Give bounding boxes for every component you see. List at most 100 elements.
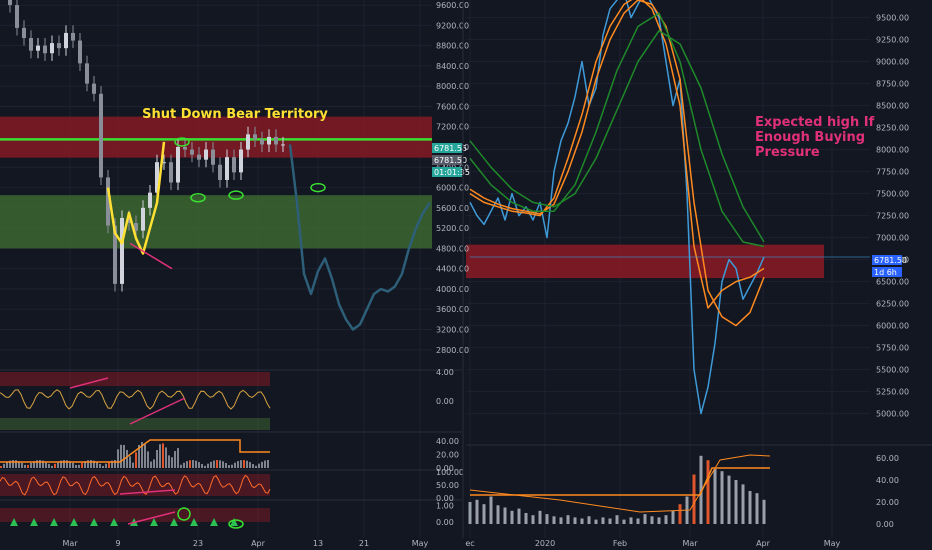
price-series: [8, 0, 870, 415]
x-tick-label-left: Apr: [251, 539, 266, 548]
y-tick-label-left: 4000.00: [436, 285, 469, 294]
annotation-right-line2: Enough Buying: [755, 130, 865, 145]
candle-body: [169, 162, 173, 183]
volume-bar-left: [39, 460, 41, 468]
price-zones: [0, 116, 824, 279]
candle-body: [183, 147, 187, 150]
volume-bar-left: [63, 460, 65, 468]
x-tick-label-left: 23: [193, 539, 203, 548]
y-tick-label-right: 6500.00: [876, 278, 909, 287]
volume-right-tick: 60.00: [876, 454, 899, 463]
price-axes: 9600.00 9200.00 8800.00 8400.00 8000.00 7600.…: [62, 1, 909, 548]
volume-bar-left: [60, 460, 62, 468]
osc-signal-triangle: [50, 518, 58, 526]
volume-pane-left-tick: 40.00: [436, 437, 459, 446]
volume-bar-right: [566, 515, 570, 524]
volume-bar-left: [96, 462, 98, 468]
volume-bar-left: [54, 463, 56, 468]
volume-bar-left: [21, 462, 23, 468]
price-badge-text-right: 6781.50: [874, 256, 907, 265]
osc-signal-triangle: [70, 518, 78, 526]
volume-bar-left: [174, 451, 176, 468]
osc-signal-triangle: [190, 518, 198, 526]
volume-bar-right: [713, 469, 717, 524]
stoch-line: [0, 474, 271, 496]
candle-body: [211, 149, 215, 165]
y-tick-label-left: 5600.00: [436, 204, 469, 213]
volume-bar-left: [108, 461, 110, 468]
osc-band: [0, 508, 270, 522]
volume-bar-right: [538, 510, 542, 524]
y-tick-label-right: 9500.00: [876, 14, 909, 23]
volume-bar-left: [219, 460, 221, 468]
volume-bar-left: [24, 464, 26, 468]
osc-signal-triangle: [210, 518, 218, 526]
green-ma-mid-line: [469, 12, 765, 248]
osc-pane-tick: 1.00: [436, 501, 454, 510]
volume-bar-right: [580, 518, 584, 524]
volume-bar-left: [147, 451, 149, 468]
candle-body: [113, 225, 117, 284]
volume-bar-left: [246, 460, 248, 468]
volume-bar-right: [671, 510, 675, 524]
volume-right-tick: 40.00: [876, 476, 899, 485]
price-badge-text-left: 01:01:35: [434, 168, 470, 177]
volume-bar-right: [734, 480, 738, 524]
volume-bar-left: [222, 461, 224, 468]
volume-bar-right: [720, 471, 724, 524]
candle-body: [8, 0, 12, 6]
resistance-zone-right: [466, 244, 824, 279]
osc-divergence-line: [127, 511, 176, 525]
volume-bar-left: [111, 460, 113, 468]
stoch-pane-tick: 100.00: [436, 468, 464, 477]
stoch-band: [0, 474, 270, 496]
volume-bar-left: [18, 461, 20, 468]
volume-ma-left: [0, 439, 270, 463]
osc-highlight-circle: [177, 507, 191, 521]
y-tick-label-left: 6000.00: [436, 184, 469, 193]
y-tick-label-left: 8000.00: [436, 82, 469, 91]
osc-signal-triangle: [90, 518, 98, 526]
volume-bar-left: [255, 465, 257, 468]
volume-ma-right: [470, 467, 770, 496]
y-tick-label-right: 8250.00: [876, 124, 909, 133]
blue-price-line: [469, 0, 765, 415]
y-tick-label-right: 5000.00: [876, 410, 909, 419]
candle-body: [22, 27, 26, 39]
rsi-divergence-line: [129, 397, 186, 425]
y-tick-label-left: 2800.00: [436, 346, 469, 355]
candle-body: [176, 147, 180, 183]
volume-bar-left: [150, 461, 152, 468]
volume-bar-left: [0, 466, 2, 468]
volume-bar-left: [231, 464, 233, 468]
volume-bar-left: [192, 460, 194, 468]
volume-bar-left: [195, 460, 197, 468]
candle-body: [92, 83, 96, 94]
x-tick-label-left: May: [412, 539, 429, 548]
volume-bar-left: [132, 462, 134, 468]
osc-highlight-circle: [228, 519, 244, 529]
volume-bar-right: [622, 519, 626, 524]
y-tick-label-left: 9600.00: [436, 1, 469, 10]
candle-body: [120, 217, 124, 284]
rsi-overbought-band: [0, 372, 270, 386]
candle-body: [148, 192, 152, 208]
candle-body: [260, 139, 264, 145]
price-badge-text-left: 6781.50: [434, 156, 467, 165]
volume-bar-left: [129, 456, 131, 468]
y-tick-label-right: 8750.00: [876, 80, 909, 89]
volume-bar-left: [225, 462, 227, 468]
x-tick-label-right: Apr: [756, 539, 771, 548]
candle-body: [246, 134, 250, 150]
volume-bar-right: [650, 516, 654, 524]
price-badge-left: [432, 155, 462, 165]
y-tick-label-right: 9000.00: [876, 58, 909, 67]
volume-bar-right: [727, 475, 731, 524]
yellow-w-pattern: [106, 141, 166, 255]
y-tick-label-right: 9250.00: [876, 36, 909, 45]
y-tick-label-right: 8500.00: [876, 102, 909, 111]
forecast-path: [288, 144, 432, 331]
candle-body: [106, 177, 110, 226]
volume-bar-left: [198, 462, 200, 468]
